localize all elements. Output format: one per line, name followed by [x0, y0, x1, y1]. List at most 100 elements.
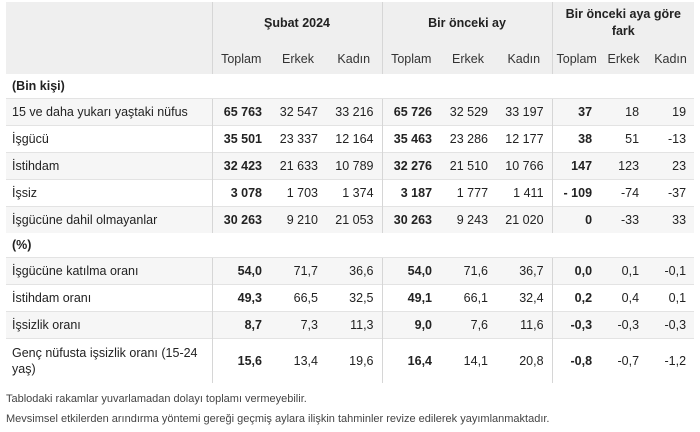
- header-previous-erkek: Erkek: [440, 43, 497, 74]
- cell-difference-kadin: -37: [647, 179, 695, 207]
- cell-previous-kadin: 36,7: [496, 257, 553, 285]
- cell-current-kadin: 19,6: [326, 338, 383, 383]
- cell-difference-erkek: 0,4: [600, 284, 648, 312]
- table-row: İşgücüne katılma oranı 54,0 71,7 36,6 54,0 71…: [6, 257, 695, 285]
- header-difference-kadin: Kadın: [647, 43, 695, 74]
- cell-difference-erkek: 0,1: [600, 257, 648, 285]
- cell-previous-erkek: 21 510: [440, 152, 497, 180]
- row-label: İşgücüne dahil olmayanlar: [6, 206, 212, 233]
- cell-difference-kadin: 19: [647, 98, 695, 126]
- footnote: Tablodaki rakamlar yuvarlamadan dolayı t…: [6, 393, 307, 405]
- table-row: İşsiz 3 078 1 703 1 374 3 187 1 777 1 411- 109…: [6, 179, 695, 207]
- cell-difference-toplam: 147: [551, 152, 601, 180]
- cell-previous-kadin: 32,4: [496, 284, 553, 312]
- row-label: İşsizlik oranı: [6, 311, 212, 339]
- cell-previous-toplam: 35 463: [381, 125, 441, 153]
- cell-previous-toplam: 3 187: [381, 179, 441, 207]
- row-label: 15 ve daha yukarı yaştaki nüfus: [6, 98, 212, 126]
- table-row: İşgücü 35 501 23 337 12 164 35 463 23 286 12 1…: [6, 125, 695, 153]
- footnotes: Tablodaki rakamlar yuvarlamadan dolayı t…: [6, 391, 694, 431]
- cell-difference-erkek: 18: [600, 98, 648, 126]
- header-period-current: Şubat 2024: [211, 2, 383, 43]
- cell-previous-toplam: 30 263: [381, 206, 441, 233]
- cell-difference-toplam: - 109: [551, 179, 601, 207]
- cell-difference-erkek: 123: [600, 152, 648, 180]
- cell-previous-kadin: 20,8: [496, 338, 553, 383]
- cell-current-kadin: 21 053: [326, 206, 383, 233]
- cell-current-toplam: 30 263: [211, 206, 270, 233]
- cell-previous-kadin: 11,6: [496, 311, 553, 339]
- cell-previous-erkek: 1 777: [440, 179, 497, 207]
- cell-previous-kadin: 33 197: [496, 98, 553, 126]
- cell-difference-toplam: -0,3: [551, 311, 601, 339]
- cell-current-toplam: 3 078: [211, 179, 270, 207]
- group-header-row: (Bin kişi): [6, 74, 695, 99]
- footnote: Mevsimsel etkilerden arındırma yöntemi g…: [6, 413, 550, 425]
- header-previous-kadin: Kadın: [496, 43, 553, 74]
- group-header-row: (%): [6, 233, 695, 258]
- cell-current-kadin: 12 164: [326, 125, 383, 153]
- header-corner: [6, 2, 212, 43]
- group-label: (Bin kişi): [6, 74, 695, 99]
- header-period-difference: Bir önceki aya göre fark: [551, 2, 695, 43]
- cell-previous-toplam: 49,1: [381, 284, 441, 312]
- cell-previous-erkek: 23 286: [440, 125, 497, 153]
- cell-difference-toplam: 38: [551, 125, 601, 153]
- cell-previous-toplam: 65 726: [381, 98, 441, 126]
- cell-current-erkek: 9 210: [270, 206, 326, 233]
- row-label: İstihdam oranı: [6, 284, 212, 312]
- cell-current-toplam: 15,6: [211, 338, 270, 383]
- cell-previous-kadin: 10 766: [496, 152, 553, 180]
- header-row-subcolumns: Toplam Erkek Kadın Toplam Erkek Kadın Toplam Er…: [6, 43, 695, 74]
- table-row: İstihdam oranı 49,3 66,5 32,5 49,1 66,1 32,4 0,…: [6, 284, 695, 312]
- cell-current-toplam: 54,0: [211, 257, 270, 285]
- cell-current-erkek: 66,5: [270, 284, 326, 312]
- cell-current-kadin: 32,5: [326, 284, 383, 312]
- cell-previous-kadin: 21 020: [496, 206, 553, 233]
- cell-current-erkek: 23 337: [270, 125, 326, 153]
- table-row: İşsizlik oranı 8,7 7,3 11,3 9,0 7,6 11,6 -0,3 -0…: [6, 311, 695, 339]
- cell-difference-erkek: -0,3: [600, 311, 648, 339]
- cell-difference-toplam: 37: [551, 98, 601, 126]
- cell-difference-kadin: 33: [647, 206, 695, 233]
- cell-current-erkek: 32 547: [270, 98, 326, 126]
- cell-current-erkek: 71,7: [270, 257, 326, 285]
- cell-current-kadin: 36,6: [326, 257, 383, 285]
- cell-previous-erkek: 66,1: [440, 284, 497, 312]
- cell-difference-kadin: 23: [647, 152, 695, 180]
- row-label: Genç nüfusta işsizlik oranı (15-24 yaş): [6, 338, 212, 383]
- row-label: İşgücü: [6, 125, 212, 153]
- header-previous-toplam: Toplam: [381, 43, 441, 74]
- cell-difference-erkek: -74: [600, 179, 648, 207]
- cell-current-toplam: 49,3: [211, 284, 270, 312]
- cell-difference-toplam: 0,0: [551, 257, 601, 285]
- cell-previous-erkek: 7,6: [440, 311, 497, 339]
- cell-current-erkek: 1 703: [270, 179, 326, 207]
- cell-difference-erkek: -33: [600, 206, 648, 233]
- labour-force-table: Şubat 2024 Bir önceki ay Bir önceki aya …: [6, 2, 695, 383]
- header-corner: [6, 43, 212, 74]
- cell-previous-kadin: 12 177: [496, 125, 553, 153]
- table-row: Genç nüfusta işsizlik oranı (15-24 yaş) 1…: [6, 338, 695, 383]
- cell-current-toplam: 32 423: [211, 152, 270, 180]
- header-difference-erkek: Erkek: [600, 43, 648, 74]
- table-row: İşgücüne dahil olmayanlar 30 263 9 210 21 0…: [6, 206, 695, 233]
- group-label: (%): [6, 233, 695, 258]
- cell-difference-toplam: 0: [551, 206, 601, 233]
- cell-difference-kadin: -0,3: [647, 311, 695, 339]
- header-row-periods: Şubat 2024 Bir önceki ay Bir önceki aya …: [6, 2, 695, 43]
- cell-current-kadin: 10 789: [326, 152, 383, 180]
- cell-difference-toplam: -0,8: [551, 338, 601, 383]
- header-difference-toplam: Toplam: [551, 43, 601, 74]
- cell-current-erkek: 21 633: [270, 152, 326, 180]
- row-label: İstihdam: [6, 152, 212, 180]
- cell-current-erkek: 7,3: [270, 311, 326, 339]
- row-label: İşgücüne katılma oranı: [6, 257, 212, 285]
- header-period-previous: Bir önceki ay: [381, 2, 553, 43]
- header-current-erkek: Erkek: [270, 43, 326, 74]
- cell-previous-toplam: 54,0: [381, 257, 441, 285]
- cell-previous-erkek: 14,1: [440, 338, 497, 383]
- table-body: Şubat 2024 Bir önceki ay Bir önceki aya …: [6, 2, 695, 383]
- cell-difference-kadin: -1,2: [647, 338, 695, 383]
